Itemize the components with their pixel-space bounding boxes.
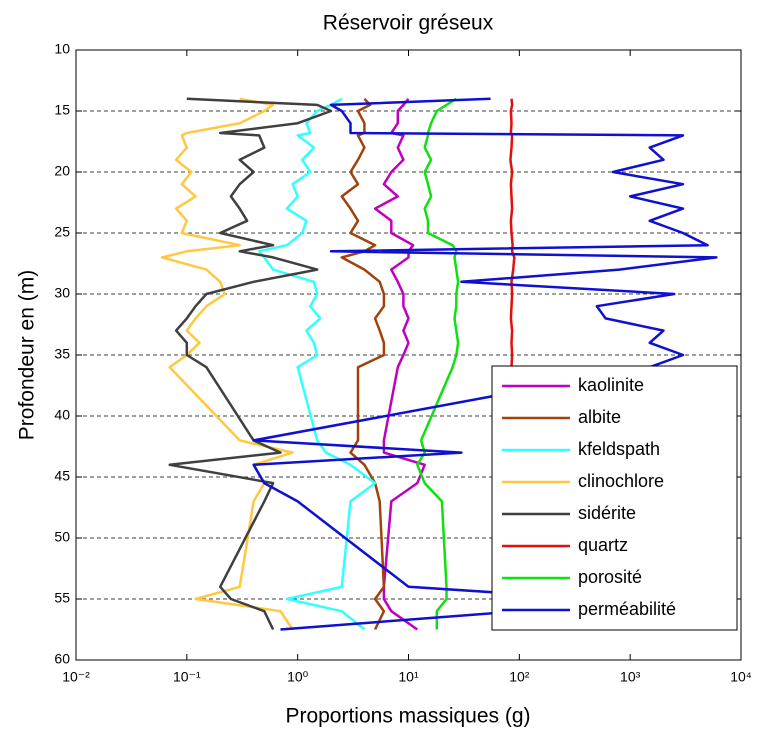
legend-label: albite <box>578 407 621 427</box>
legend-label: sidérite <box>578 503 636 523</box>
y-axis-label: Profondeur en (m) <box>16 270 39 440</box>
y-tick-label: 20 <box>54 163 70 179</box>
legend-label: perméabilité <box>578 599 676 619</box>
series-line <box>252 97 718 631</box>
x-tick-label: 10⁴ <box>730 669 752 685</box>
x-tick-label: 10⁻² <box>62 669 90 685</box>
y-tick-label: 40 <box>54 407 70 423</box>
x-tick-label: 10⁻¹ <box>173 669 201 685</box>
y-tick-label: 45 <box>54 468 70 484</box>
chart-title: Réservoir gréseux <box>323 12 494 35</box>
series-line <box>373 97 426 631</box>
series-line <box>416 97 460 630</box>
y-tick-label: 50 <box>54 529 70 545</box>
x-tick-label: 10⁰ <box>287 669 309 685</box>
y-tick-label: 55 <box>54 590 70 606</box>
y-tick-label: 25 <box>54 224 70 240</box>
legend-label: porosité <box>578 567 642 587</box>
series-line <box>257 97 377 631</box>
x-tick-label: 10² <box>509 669 530 685</box>
series-line <box>168 97 333 631</box>
legend-label: kfeldspath <box>578 439 660 459</box>
legend-label: quartz <box>578 535 628 555</box>
y-tick-label: 10 <box>54 41 70 57</box>
x-tick-label: 10¹ <box>398 669 419 685</box>
x-axis-label: Proportions massiques (g) <box>285 705 530 728</box>
x-tick-label: 10³ <box>620 669 641 685</box>
plot-frame <box>75 49 742 661</box>
y-tick-label: 30 <box>54 285 70 301</box>
legend-box <box>491 365 738 631</box>
y-tick-label: 15 <box>54 102 70 118</box>
legend-label: clinochlore <box>578 471 664 491</box>
y-tick-label: 35 <box>54 346 70 362</box>
y-tick-label: 60 <box>54 651 70 667</box>
series-line <box>340 97 386 631</box>
legend-label: kaolinite <box>578 375 644 395</box>
